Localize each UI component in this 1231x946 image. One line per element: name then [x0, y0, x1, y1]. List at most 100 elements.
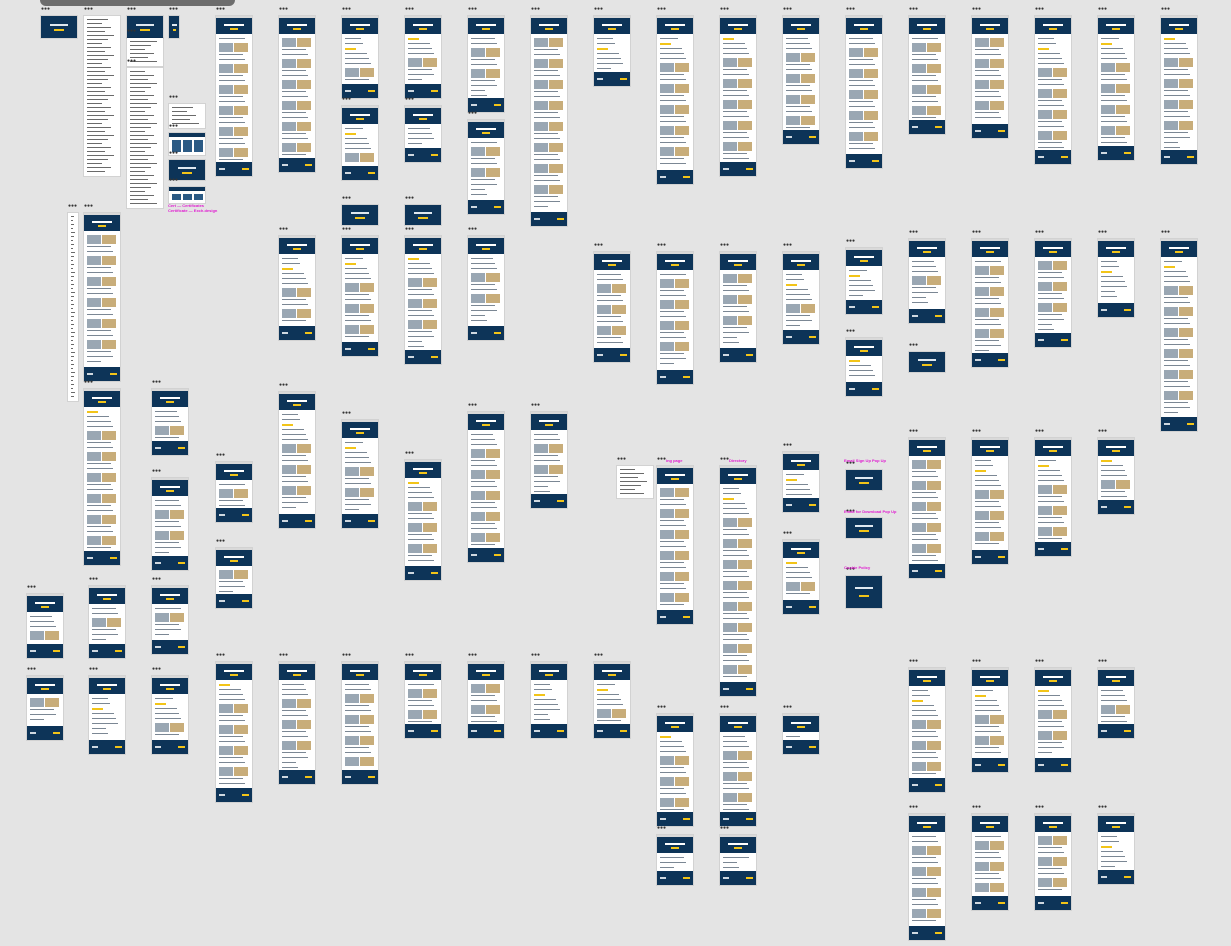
artboard[interactable]: ●●●	[89, 576, 125, 658]
artboard[interactable]: ●●●	[1161, 6, 1197, 164]
artboard[interactable]: ●●●	[909, 804, 945, 940]
artboard[interactable]: ●●●	[405, 96, 441, 162]
artboard[interactable]: ●●●	[783, 704, 819, 754]
artboard[interactable]: ●●●	[127, 28, 163, 66]
artboard[interactable]: ●●●	[846, 6, 882, 168]
artboard[interactable]: ●●●	[1098, 229, 1134, 317]
artboard[interactable]: ●●●	[216, 6, 252, 176]
artboard[interactable]: ●●●	[846, 238, 882, 314]
artboard[interactable]: ●●●	[169, 150, 205, 180]
artboard[interactable]: ●●●	[531, 402, 567, 508]
canvas-toolbar[interactable]	[40, 0, 235, 6]
artboard[interactable]: ●●●	[84, 6, 120, 176]
artboard[interactable]: ●●●	[783, 530, 819, 614]
artboard[interactable]: ●●●	[1098, 804, 1134, 884]
artboard[interactable]: ●●●	[594, 6, 630, 86]
artboard[interactable]: ●●●	[1098, 658, 1134, 738]
artboard[interactable]: ●●●	[909, 6, 945, 134]
artboard[interactable]: ●●●	[972, 229, 1008, 367]
artboard[interactable]: ●●●	[279, 382, 315, 528]
artboard[interactable]: ●●●	[846, 508, 882, 538]
artboard[interactable]: ●●●	[342, 652, 378, 784]
artboard[interactable]: ●●●	[169, 6, 179, 38]
artboard[interactable]: ●●●	[1161, 229, 1197, 431]
artboard[interactable]: ●●●	[216, 538, 252, 608]
artboard[interactable]: ●●●	[152, 666, 188, 754]
artboard[interactable]: ●●●	[846, 566, 882, 608]
artboard[interactable]: ●●●	[846, 328, 882, 396]
artboard[interactable]: ●●●	[468, 6, 504, 112]
artboard[interactable]: ●●●	[89, 666, 125, 754]
artboard[interactable]: ●●●	[342, 6, 378, 98]
artboard[interactable]: ●●●	[783, 442, 819, 512]
artboard[interactable]: ●●●	[152, 576, 188, 654]
artboard[interactable]: ●●●	[216, 652, 252, 802]
artboard[interactable]: ●●●	[169, 177, 205, 203]
artboard[interactable]: ●●●	[657, 456, 693, 624]
artboard[interactable]: ●●●	[468, 402, 504, 562]
artboard[interactable]: ●●●	[1035, 6, 1071, 164]
artboard[interactable]: ●●●	[127, 6, 163, 38]
artboard[interactable]: ●●●	[279, 226, 315, 340]
artboard[interactable]: ●●●	[152, 379, 188, 455]
artboard[interactable]: ●●●	[342, 96, 378, 180]
artboard[interactable]: ●●●	[972, 6, 1008, 138]
artboard[interactable]: ●●●	[720, 242, 756, 362]
artboard[interactable]: ●●●	[1098, 6, 1134, 160]
artboard[interactable]: ●●●	[720, 6, 756, 176]
artboard[interactable]: ●●●	[657, 704, 693, 826]
artboard[interactable]: ●●●	[27, 584, 63, 658]
artboard[interactable]: ●●●	[972, 428, 1008, 564]
artboard[interactable]: ●●●	[405, 652, 441, 738]
artboard[interactable]: ●●●	[720, 825, 756, 885]
artboard[interactable]: ●●●	[972, 804, 1008, 910]
artboard[interactable]: ●●●	[405, 195, 441, 225]
artboard[interactable]: ●●●	[127, 58, 163, 208]
artboard[interactable]: ●●●	[342, 226, 378, 356]
artboard[interactable]: ●●●	[342, 410, 378, 528]
artboard[interactable]: ●●●	[531, 6, 567, 226]
artboard[interactable]: ●●●	[657, 6, 693, 184]
artboard[interactable]: ●●●	[909, 229, 945, 323]
artboard[interactable]: ●●●	[1035, 804, 1071, 910]
artboard[interactable]: ●●●	[152, 468, 188, 570]
artboard[interactable]: ●●●	[1035, 428, 1071, 556]
artboard[interactable]: ●●●	[279, 6, 315, 172]
artboard[interactable]: ●●●	[617, 456, 653, 498]
artboard[interactable]: ●●●	[169, 123, 205, 155]
artboard[interactable]: ●●●	[594, 242, 630, 362]
artboard[interactable]: ●●●	[1035, 658, 1071, 772]
artboard[interactable]: ●●●	[405, 226, 441, 364]
artboard[interactable]: ●●●	[594, 652, 630, 738]
artboard[interactable]: ●●●	[720, 704, 756, 826]
artboard[interactable]: ●●●	[405, 450, 441, 580]
artboard[interactable]: ●●●	[657, 242, 693, 384]
artboard[interactable]: ●●●	[531, 652, 567, 738]
artboard[interactable]: ●●●	[909, 658, 945, 792]
artboard[interactable]: ●●●	[972, 658, 1008, 772]
artboard[interactable]: ●●●	[846, 460, 882, 490]
page-title-line	[223, 670, 245, 672]
artboard[interactable]: ●●●	[783, 6, 819, 144]
artboard[interactable]: ●●●	[279, 652, 315, 784]
artboard[interactable]: ●●●	[1098, 428, 1134, 514]
artboard[interactable]: ●●●	[41, 6, 77, 38]
artboard[interactable]: ●●●	[169, 94, 205, 128]
artboard[interactable]: ●●●	[909, 342, 945, 372]
artboard[interactable]: ●●●	[1035, 229, 1071, 347]
artboard[interactable]: ●●●	[216, 452, 252, 522]
artboard[interactable]: ●●●	[909, 428, 945, 578]
artboard[interactable]: ●●●	[405, 6, 441, 98]
artboard[interactable]: ●●●	[468, 110, 504, 214]
artboard[interactable]: ●●●	[27, 666, 63, 740]
artboard[interactable]: ●●●	[84, 203, 120, 381]
artboard[interactable]: ●●●	[84, 379, 120, 565]
artboard[interactable]: ●●●	[720, 456, 756, 696]
artboard[interactable]: ●●●	[342, 195, 378, 225]
artboard[interactable]: ●●●	[783, 242, 819, 344]
artboard[interactable]: ●●●	[68, 203, 78, 401]
artboard[interactable]: ●●●	[657, 825, 693, 885]
artboard[interactable]: ●●●	[468, 652, 504, 738]
artboard[interactable]: ●●●	[468, 226, 504, 340]
